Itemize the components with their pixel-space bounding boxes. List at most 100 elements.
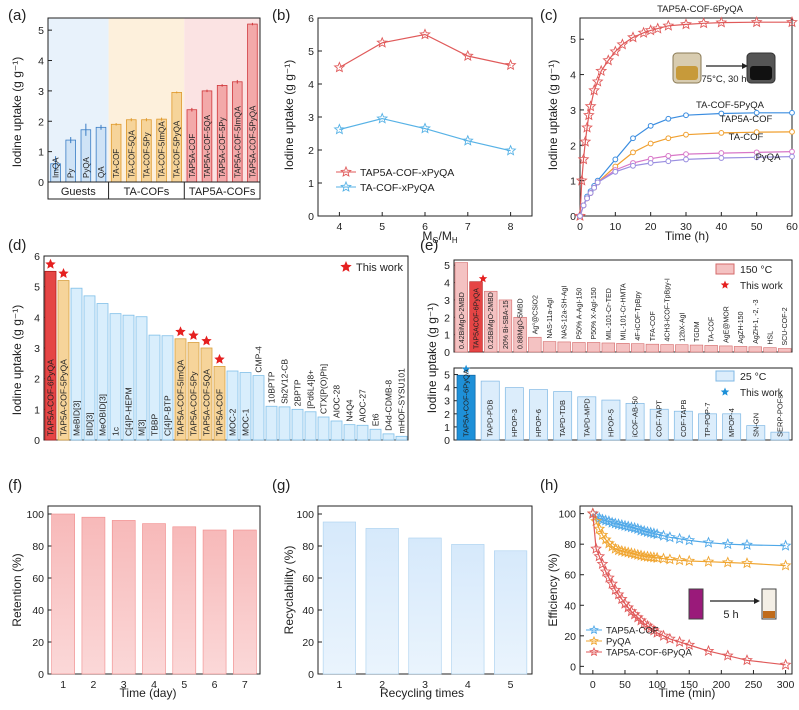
h-series-1-point — [615, 544, 628, 557]
e-top-bar — [778, 348, 792, 353]
e-bottom-legend-label: 25 °C — [740, 371, 767, 383]
h-series-2-point — [599, 565, 612, 577]
d-bar-label: D4d-CDMB-8 — [384, 380, 394, 431]
f-xtick-label: 5 — [181, 679, 187, 691]
f-xtick-label: 3 — [121, 679, 127, 691]
c-series-label: PyQA — [756, 152, 781, 163]
a-bar-label: TA-COF-5QA — [127, 129, 136, 178]
d-ytick-label: 3 — [34, 343, 40, 355]
f-xtick-label: 7 — [242, 679, 248, 691]
g-xtick-label: 1 — [336, 679, 342, 691]
d-bar-label: Et6 — [371, 413, 381, 426]
c-series-0-point — [584, 100, 597, 112]
e-top-bar — [484, 290, 498, 353]
b-xtick-label: 6 — [422, 221, 428, 233]
a-group-label: TA-COFs — [124, 186, 170, 198]
h-series-0-point — [673, 532, 686, 544]
d-this-work-star — [175, 326, 186, 337]
e-top-legend-star — [720, 280, 730, 289]
d-legend-label: This work — [356, 262, 404, 274]
d-bar — [44, 270, 57, 441]
d-bar-label: Sb2V12-CB — [280, 359, 290, 404]
d-bar-label: TAP5A-COF-6PyQA — [46, 359, 56, 436]
c-xtick-label: 0 — [577, 221, 583, 233]
e-top-bar — [542, 341, 557, 353]
b-series-0-point — [461, 49, 474, 61]
c-ytick-label: 0 — [570, 211, 576, 223]
e-top-bar-label: 12bX-AgI — [679, 312, 686, 341]
e-bottom-frame — [453, 367, 793, 441]
e-top-bar — [660, 344, 674, 353]
h-series-2-point — [590, 542, 602, 554]
b-legend-label: TAP5A-COF-xPyQA — [360, 167, 454, 179]
h-legend-label: PyQA — [606, 637, 631, 648]
e-top-bar-label: 20% Bi-SBA-15 — [503, 300, 510, 349]
h-series-0-point — [741, 538, 753, 550]
h-series-2-point — [596, 557, 609, 570]
c-series-0-point — [750, 16, 763, 28]
f-bar — [51, 513, 75, 675]
h-series-0-point — [779, 539, 792, 551]
a-ylabel: Iodine uptake (g g⁻¹) — [10, 57, 24, 167]
c-series-4-point — [665, 158, 672, 165]
e-bottom-bar — [504, 387, 524, 441]
e-top-bar — [586, 342, 601, 353]
d-bar-label: TAP5A-COF — [215, 389, 225, 436]
d-bar — [109, 313, 122, 441]
h-series-1-point — [664, 553, 676, 565]
h-series-0-point — [619, 519, 631, 531]
e-top-bar-label: AgZH-150 — [738, 311, 745, 343]
b-xtick-label: 7 — [465, 221, 471, 233]
h-inset-label: 5 h — [723, 609, 738, 621]
h-series-2-point — [609, 583, 622, 595]
h-series-2-point — [741, 654, 753, 666]
h-ytick-label: 0 — [570, 661, 576, 673]
h-series-0-point — [612, 518, 625, 530]
e-bottom-legend-star-label: This work — [740, 388, 784, 399]
d-bar — [252, 375, 265, 441]
e-bottom-bar — [770, 431, 790, 441]
e-bottom-bar-label: HPOP-6 — [534, 409, 543, 437]
e-top-bar-label: AgE@MOR — [723, 306, 730, 343]
f-xlabel: Time (day) — [120, 686, 177, 700]
d-bar-label: BID[3] — [85, 412, 95, 436]
e-bottom-bar — [480, 380, 500, 441]
c-xlabel: Time (h) — [665, 229, 709, 243]
h-inset-photos: 5 h — [688, 588, 777, 621]
d-bar — [304, 411, 317, 441]
e-top-bar-label: MIL-101-Cr-HMTA — [621, 283, 628, 340]
c-series-2-point — [647, 140, 654, 147]
h-series-1-point — [619, 545, 631, 557]
h-series-1-point — [638, 550, 651, 562]
panel-label-e: (e) — [420, 237, 438, 254]
c-series-4-point — [580, 202, 587, 209]
e-bottom-bar-label: COF-TAPB — [679, 400, 688, 437]
e-top-bar — [704, 345, 718, 353]
c-xtick-label: 60 — [786, 221, 798, 233]
d-bar-label: CTX[P(O)Ph] — [319, 364, 329, 414]
d-bar-label: 1c — [111, 426, 121, 436]
e-bottom-bar — [553, 391, 573, 441]
c-series-0-point — [616, 38, 629, 50]
c-xtick-label: 30 — [680, 221, 692, 233]
c-series-2-point — [753, 129, 760, 136]
c-ytick-label: 2 — [570, 140, 576, 152]
d-bar — [382, 433, 395, 441]
b-series-1-point — [333, 123, 346, 135]
a-bar-label: TA-COF-5ImQA — [158, 121, 167, 178]
a-group-label: Guests — [61, 186, 96, 198]
h-series-0-point — [702, 536, 715, 548]
e-top-bar-label: 0.42BiMgO-2MBD — [459, 292, 466, 349]
c-series-4-point — [577, 213, 583, 219]
f-bar — [111, 520, 136, 675]
e-top-bar — [675, 344, 689, 353]
d-bar — [122, 314, 135, 441]
f-ytick-label: 0 — [38, 669, 44, 681]
c-series-1-point — [753, 109, 760, 116]
panel-label-f: (f) — [8, 477, 22, 494]
f-xtick-label: 4 — [151, 679, 157, 691]
g-ytick-label: 100 — [296, 509, 314, 521]
h-series-1-point — [593, 522, 606, 534]
c-ytick-label: 4 — [570, 70, 576, 82]
h-legend-marker — [589, 646, 599, 657]
